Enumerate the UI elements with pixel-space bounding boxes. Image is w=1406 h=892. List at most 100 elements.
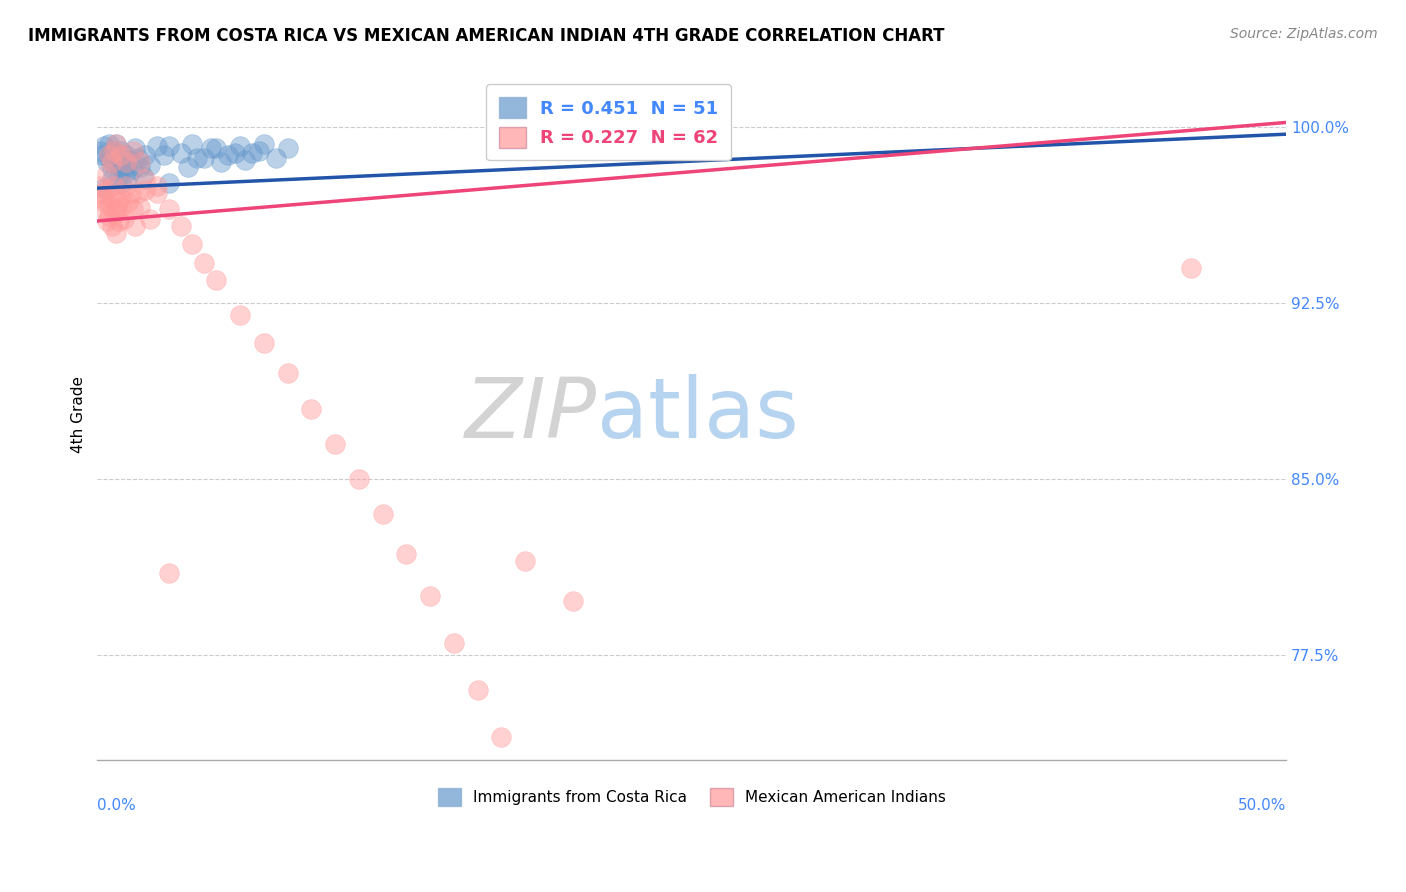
Point (217, 148, 239, 162)
Point (247, 144, 270, 158)
Point (157, 202, 180, 217)
Point (157, 177, 180, 191)
Point (96, 155, 118, 169)
Point (205, 272, 228, 286)
Point (117, 169, 139, 184)
Point (205, 141, 228, 155)
Point (110, 200, 132, 214)
Point (98, 209, 121, 223)
Point (107, 195, 129, 210)
Point (169, 219, 191, 233)
Point (103, 144, 125, 158)
Text: Source: ZipAtlas.com: Source: ZipAtlas.com (1230, 27, 1378, 41)
Point (233, 153, 256, 167)
Point (122, 202, 145, 217)
Point (100, 162, 122, 177)
Point (443, 636, 465, 650)
Point (105, 136, 128, 151)
Point (100, 171, 122, 186)
Point (96, 214, 118, 228)
Point (277, 141, 299, 155)
Point (103, 207, 125, 221)
Point (169, 145, 191, 160)
Point (515, 554, 537, 568)
Point (105, 148, 128, 162)
Point (120, 186, 142, 200)
Point (146, 178, 169, 193)
Point (96, 167, 118, 181)
Point (146, 139, 169, 153)
Point (229, 308, 252, 322)
Point (127, 151, 149, 165)
Text: ZIP: ZIP (464, 374, 596, 455)
Point (134, 171, 156, 186)
Point (107, 214, 129, 228)
Point (105, 226, 128, 240)
Point (253, 335, 276, 350)
Point (264, 151, 287, 165)
Point (89, 144, 111, 158)
Point (120, 153, 142, 167)
Point (110, 190, 132, 204)
Point (103, 155, 125, 169)
Point (100, 190, 122, 204)
Point (134, 184, 156, 198)
Point (127, 186, 149, 200)
Point (491, 730, 513, 744)
Point (115, 155, 138, 169)
Point (105, 202, 128, 217)
Point (89, 178, 111, 193)
Point (122, 162, 145, 177)
Point (93, 181, 115, 195)
Point (124, 141, 146, 155)
Point (110, 148, 132, 162)
Point (157, 566, 180, 580)
Point (93, 202, 115, 217)
Point (93, 195, 115, 210)
Point (561, 594, 583, 608)
Point (129, 155, 152, 169)
Point (193, 256, 215, 270)
Point (98, 197, 121, 211)
Point (100, 155, 122, 169)
Point (138, 211, 160, 226)
Point (146, 186, 169, 200)
Point (129, 160, 152, 174)
Point (129, 200, 152, 214)
Point (240, 145, 263, 160)
Point (96, 184, 118, 198)
Point (115, 148, 138, 162)
Point (323, 436, 346, 450)
Point (176, 160, 198, 174)
Point (419, 589, 441, 603)
Point (103, 144, 125, 158)
Point (110, 144, 132, 158)
Point (107, 158, 129, 172)
Point (91, 186, 114, 200)
Point (122, 144, 145, 158)
Point (112, 167, 135, 181)
Point (181, 136, 204, 151)
Point (186, 151, 208, 165)
Point (98, 148, 121, 162)
Point (115, 160, 138, 174)
Legend: Immigrants from Costa Rica, Mexican American Indians: Immigrants from Costa Rica, Mexican Amer… (429, 779, 955, 815)
Point (98, 151, 121, 165)
Point (107, 169, 129, 184)
Point (1180, 260, 1202, 275)
Point (229, 139, 252, 153)
Point (277, 367, 299, 381)
Point (105, 136, 128, 151)
Point (193, 151, 215, 165)
Point (131, 169, 153, 184)
Point (181, 237, 204, 252)
Point (153, 148, 176, 162)
Point (347, 472, 370, 486)
Point (157, 139, 180, 153)
Point (253, 136, 276, 151)
Point (371, 507, 394, 521)
Point (299, 401, 322, 416)
Point (200, 141, 222, 155)
Point (117, 195, 139, 210)
Point (112, 158, 135, 172)
